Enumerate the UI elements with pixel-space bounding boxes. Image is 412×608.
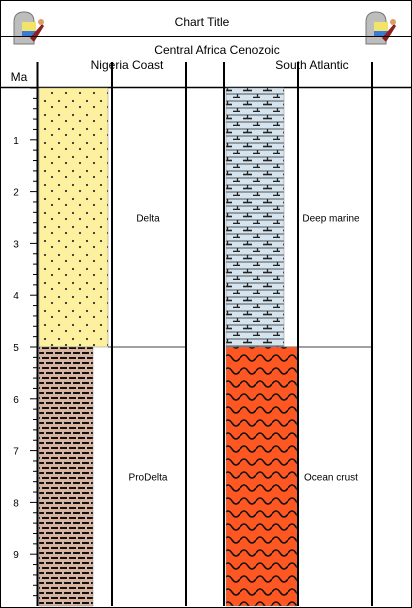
tick-label: 6	[13, 395, 19, 406]
unit-label: Ocean crust	[304, 473, 358, 484]
unit-label: Delta	[136, 214, 160, 225]
column-nigeria-coast: Delta ProDelta	[38, 87, 186, 607]
unit-label: ProDelta	[129, 473, 168, 484]
lithology-marl-tee	[225, 87, 285, 348]
tick-label: 7	[13, 447, 19, 458]
axis-label: Ma	[11, 70, 28, 84]
column-title-nigeria-coast: Nigeria Coast	[91, 58, 164, 72]
tick-label: 4	[13, 291, 19, 302]
tick-label: 8	[13, 498, 19, 509]
tick-label: 2	[13, 188, 19, 199]
lithology-shale-brick	[38, 346, 94, 607]
tick-label: 3	[13, 239, 19, 250]
lithology-sandstone-dotted	[38, 87, 109, 348]
tick-label: 5	[13, 343, 19, 354]
lithology-basalt-wavy	[225, 346, 298, 607]
axis-ticks: 1 2 3 4 5 6 7 8 9	[13, 87, 37, 597]
chart-title: Chart Title	[175, 15, 230, 29]
tick-label: 1	[13, 136, 19, 147]
mascot-logo-left	[13, 11, 44, 45]
region-title: Central Africa Cenozoic	[154, 43, 279, 57]
unit-label: Deep marine	[302, 214, 360, 225]
mascot-logo-right	[365, 11, 396, 45]
column-title-south-atlantic: South Atlantic	[275, 58, 348, 72]
tick-label: 9	[13, 550, 19, 561]
